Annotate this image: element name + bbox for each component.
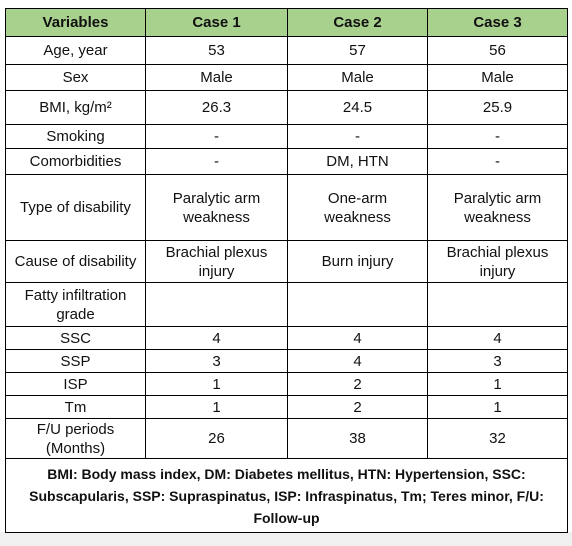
cell: 4 bbox=[145, 326, 288, 350]
row-label: F/U periods (Months) bbox=[5, 418, 146, 459]
cell: 1 bbox=[427, 372, 568, 396]
table-row: SSP 3 4 3 bbox=[5, 349, 568, 373]
table-row: SSC 4 4 4 bbox=[5, 326, 568, 350]
cell: 4 bbox=[427, 326, 568, 350]
cell: Paralytic arm weakness bbox=[145, 174, 288, 241]
table-row: Tm 1 2 1 bbox=[5, 395, 568, 419]
cell: 4 bbox=[287, 349, 428, 373]
row-label: Sex bbox=[5, 64, 146, 91]
cell: 57 bbox=[287, 36, 428, 65]
table-row: ISP 1 2 1 bbox=[5, 372, 568, 396]
cell: 56 bbox=[427, 36, 568, 65]
row-label: Cause of disability bbox=[5, 240, 146, 283]
cell: - bbox=[427, 124, 568, 149]
cell: One-arm weakness bbox=[287, 174, 428, 241]
table-row: Sex Male Male Male bbox=[5, 64, 568, 91]
row-label: SSP bbox=[5, 349, 146, 373]
table-row: F/U periods (Months) 26 38 32 bbox=[5, 418, 568, 459]
row-label: ISP bbox=[5, 372, 146, 396]
row-label: Tm bbox=[5, 395, 146, 419]
document: Variables Case 1 Case 2 Case 3 Age, year 53 57… bbox=[0, 0, 572, 533]
footnote-row: BMI: Body mass index, DM: Diabetes melli… bbox=[5, 458, 568, 533]
header-cell: Case 2 bbox=[287, 8, 428, 37]
table-row: Cause of disability Brachial plexus injur… bbox=[5, 240, 568, 283]
cell bbox=[287, 282, 428, 327]
cell: Male bbox=[287, 64, 428, 91]
cell bbox=[427, 282, 568, 327]
table-row: Type of disability Paralytic arm weakness… bbox=[5, 174, 568, 241]
cell: 1 bbox=[145, 372, 288, 396]
cell: 2 bbox=[287, 372, 428, 396]
cell: Brachial plexus injury bbox=[145, 240, 288, 283]
header-cell: Case 3 bbox=[427, 8, 568, 37]
cell bbox=[145, 282, 288, 327]
cell: Brachial plexus injury bbox=[427, 240, 568, 283]
table: Variables Case 1 Case 2 Case 3 Age, year 53 57… bbox=[5, 8, 568, 533]
cell: - bbox=[145, 124, 288, 149]
cell: 3 bbox=[145, 349, 288, 373]
cell: 32 bbox=[427, 418, 568, 459]
row-label: Comorbidities bbox=[5, 148, 146, 175]
table-row: BMI, kg/m² 26.3 24.5 25.9 bbox=[5, 90, 568, 125]
row-label: Age, year bbox=[5, 36, 146, 65]
cell: 25.9 bbox=[427, 90, 568, 125]
cell: Male bbox=[145, 64, 288, 91]
row-label: Smoking bbox=[5, 124, 146, 149]
footnote: BMI: Body mass index, DM: Diabetes melli… bbox=[5, 458, 568, 533]
row-label: BMI, kg/m² bbox=[5, 90, 146, 125]
table-row: Comorbidities - DM, HTN - bbox=[5, 148, 568, 175]
cell: 4 bbox=[287, 326, 428, 350]
table-row: Age, year 53 57 56 bbox=[5, 36, 568, 65]
cell: 53 bbox=[145, 36, 288, 65]
cell: 3 bbox=[427, 349, 568, 373]
cell: Male bbox=[427, 64, 568, 91]
cell: 38 bbox=[287, 418, 428, 459]
cell: Burn injury bbox=[287, 240, 428, 283]
cell: Paralytic arm weakness bbox=[427, 174, 568, 241]
cell: - bbox=[145, 148, 288, 175]
cell: 1 bbox=[145, 395, 288, 419]
header-row: Variables Case 1 Case 2 Case 3 bbox=[5, 8, 568, 37]
cell: 26.3 bbox=[145, 90, 288, 125]
cell: 1 bbox=[427, 395, 568, 419]
cell: - bbox=[427, 148, 568, 175]
cell: - bbox=[287, 124, 428, 149]
row-label: Type of disability bbox=[5, 174, 146, 241]
row-label: Fatty infiltration grade bbox=[5, 282, 146, 327]
table-row: Smoking - - - bbox=[5, 124, 568, 149]
row-label: SSC bbox=[5, 326, 146, 350]
header-cell: Case 1 bbox=[145, 8, 288, 37]
header-cell: Variables bbox=[5, 8, 146, 37]
cell: 2 bbox=[287, 395, 428, 419]
cell: 26 bbox=[145, 418, 288, 459]
table-row: Fatty infiltration grade bbox=[5, 282, 568, 327]
cell: DM, HTN bbox=[287, 148, 428, 175]
cell: 24.5 bbox=[287, 90, 428, 125]
